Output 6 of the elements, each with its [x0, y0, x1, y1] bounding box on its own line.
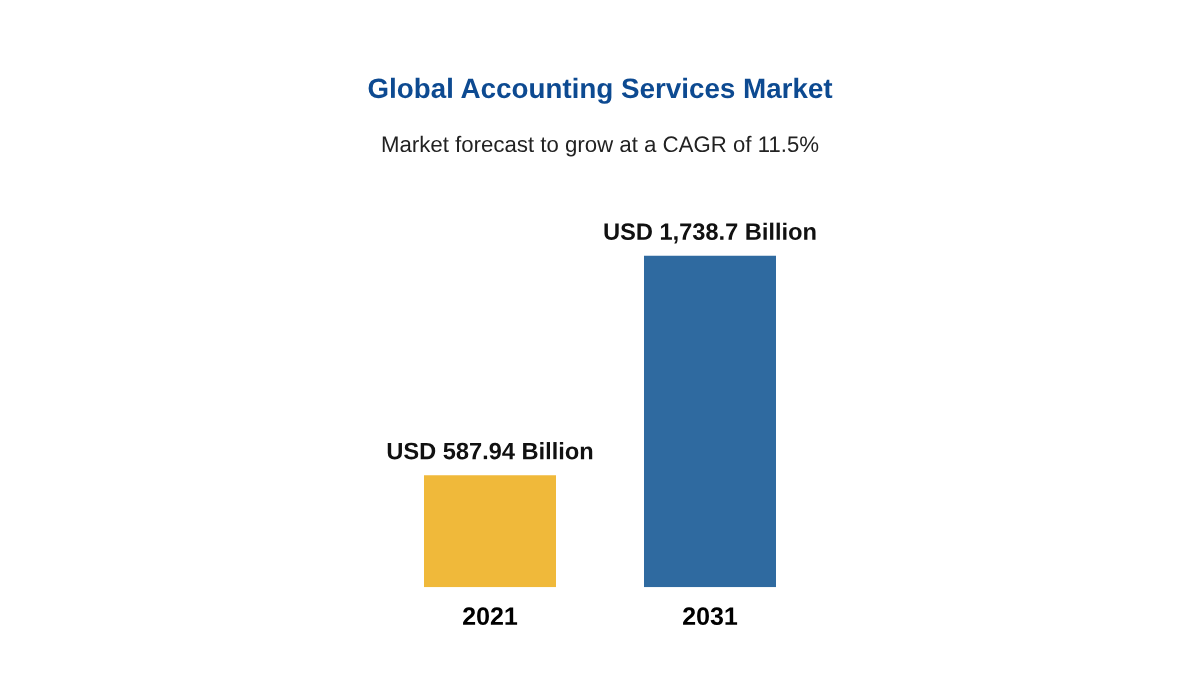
data-label: USD 1,738.7 Billion: [604, 222, 816, 244]
x-tick-label: 2031: [683, 607, 738, 626]
chart-title: Global Accounting Services Market: [368, 77, 833, 104]
data-label: USD 587.94 Billion: [387, 442, 593, 460]
chart-subtitle: Market forecast to grow at a CAGR of 11.5%: [382, 135, 819, 157]
x-tick-label: 2021: [463, 607, 518, 626]
